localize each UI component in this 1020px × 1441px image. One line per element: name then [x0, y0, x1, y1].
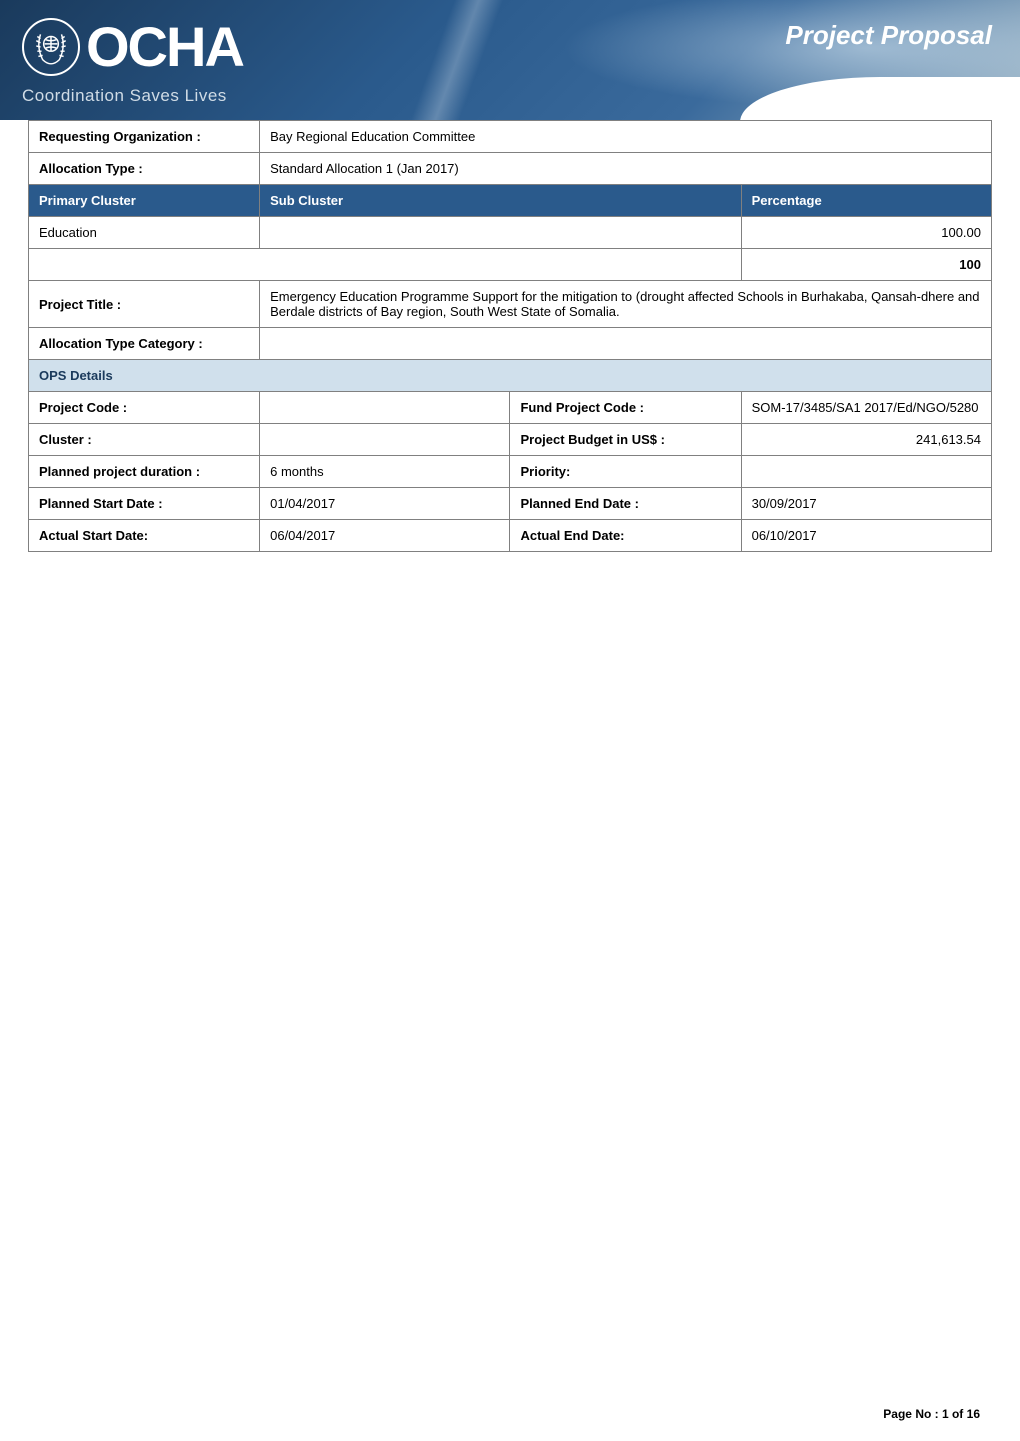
actual-end-label: Actual End Date:	[510, 520, 741, 552]
duration-label: Planned project duration :	[29, 456, 260, 488]
table-row: Planned Start Date : 01/04/2017 Planned …	[29, 488, 992, 520]
sub-cluster-header: Sub Cluster	[260, 185, 741, 217]
content-area: Requesting Organization : Bay Regional E…	[0, 120, 1020, 552]
logo-area: OCHA	[22, 18, 243, 76]
table-row: Project Title : Emergency Education Prog…	[29, 281, 992, 328]
table-row: Planned project duration : 6 months Prio…	[29, 456, 992, 488]
proposal-table: Requesting Organization : Bay Regional E…	[28, 120, 992, 552]
primary-cluster-header: Primary Cluster	[29, 185, 260, 217]
cluster-label: Cluster :	[29, 424, 260, 456]
requesting-org-label: Requesting Organization :	[29, 121, 260, 153]
priority-value	[741, 456, 991, 488]
table-row: Allocation Type Category :	[29, 328, 992, 360]
planned-start-value: 01/04/2017	[260, 488, 510, 520]
laurel-icon	[30, 26, 72, 68]
budget-value: 241,613.54	[741, 424, 991, 456]
banner-title: Project Proposal	[785, 20, 992, 51]
table-row: Project Code : Fund Project Code : SOM-1…	[29, 392, 992, 424]
table-row: Cluster : Project Budget in US$ : 241,61…	[29, 424, 992, 456]
table-row: Requesting Organization : Bay Regional E…	[29, 121, 992, 153]
logo-text: OCHA	[86, 19, 243, 75]
allocation-type-value: Standard Allocation 1 (Jan 2017)	[260, 153, 992, 185]
primary-cluster-value: Education	[29, 217, 260, 249]
budget-label: Project Budget in US$ :	[510, 424, 741, 456]
page-footer: Page No : 1 of 16	[883, 1407, 980, 1421]
fund-code-value: SOM-17/3485/SA1 2017/Ed/NGO/5280	[741, 392, 991, 424]
duration-value: 6 months	[260, 456, 510, 488]
cluster-value	[260, 424, 510, 456]
percentage-header: Percentage	[741, 185, 991, 217]
allocation-type-label: Allocation Type :	[29, 153, 260, 185]
planned-end-label: Planned End Date :	[510, 488, 741, 520]
banner-curve	[740, 77, 1020, 120]
actual-start-value: 06/04/2017	[260, 520, 510, 552]
sub-cluster-value	[260, 217, 741, 249]
requesting-org-value: Bay Regional Education Committee	[260, 121, 992, 153]
fund-code-label: Fund Project Code :	[510, 392, 741, 424]
priority-label: Priority:	[510, 456, 741, 488]
cluster-pct-value: 100.00	[741, 217, 991, 249]
cluster-total-row: 100	[29, 249, 992, 281]
header-banner: OCHA Coordination Saves Lives Project Pr…	[0, 0, 1020, 120]
project-code-label: Project Code :	[29, 392, 260, 424]
table-row: Actual Start Date: 06/04/2017 Actual End…	[29, 520, 992, 552]
cluster-total-spacer	[29, 249, 742, 281]
cluster-header-row: Primary Cluster Sub Cluster Percentage	[29, 185, 992, 217]
planned-end-value: 30/09/2017	[741, 488, 991, 520]
project-code-value	[260, 392, 510, 424]
ocha-logo-icon	[22, 18, 80, 76]
ops-header-row: OPS Details	[29, 360, 992, 392]
cluster-total-pct: 100	[741, 249, 991, 281]
allocation-category-label: Allocation Type Category :	[29, 328, 260, 360]
cluster-row: Education 100.00	[29, 217, 992, 249]
actual-start-label: Actual Start Date:	[29, 520, 260, 552]
actual-end-value: 06/10/2017	[741, 520, 991, 552]
project-title-label: Project Title :	[29, 281, 260, 328]
allocation-category-value	[260, 328, 992, 360]
ops-header-label: OPS Details	[29, 360, 992, 392]
planned-start-label: Planned Start Date :	[29, 488, 260, 520]
table-row: Allocation Type : Standard Allocation 1 …	[29, 153, 992, 185]
tagline: Coordination Saves Lives	[22, 86, 227, 106]
project-title-value: Emergency Education Programme Support fo…	[260, 281, 992, 328]
